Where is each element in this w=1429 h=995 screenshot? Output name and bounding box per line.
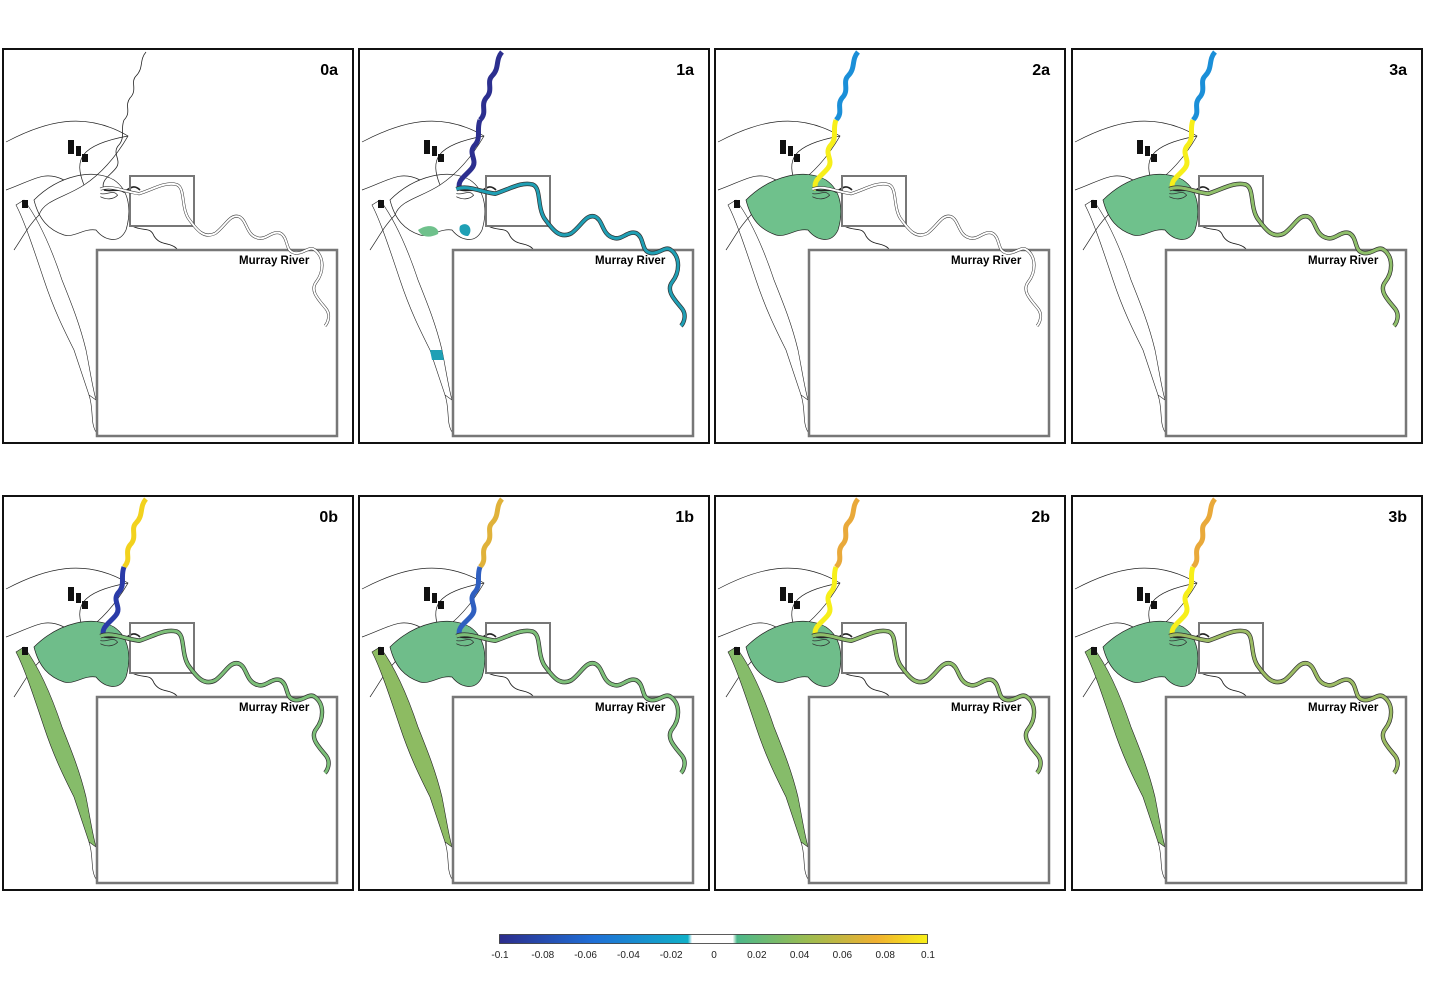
inset-frame bbox=[451, 248, 695, 438]
lake-alexandrina bbox=[33, 620, 130, 687]
lake-alexandrina bbox=[745, 620, 842, 687]
inset-title: Murray River bbox=[1308, 255, 1379, 267]
colorbar-tick-label: 0.04 bbox=[789, 950, 810, 961]
overview-box bbox=[485, 175, 551, 227]
lake-alexandrina bbox=[745, 173, 842, 240]
barrages bbox=[1091, 587, 1157, 655]
panel-label: 2b bbox=[1031, 509, 1050, 526]
colorbar-tick-label: -0.06 bbox=[574, 950, 597, 961]
inset-frame bbox=[95, 695, 339, 885]
inset-frame bbox=[95, 248, 339, 438]
colorbar-tick-label: -0.1 bbox=[491, 950, 509, 961]
lower-river bbox=[1169, 566, 1196, 638]
panel-label: 0b bbox=[319, 509, 338, 526]
inset-title: Murray River bbox=[951, 255, 1022, 267]
overview-box bbox=[485, 622, 551, 674]
colorbar-tick-label: 0.02 bbox=[747, 950, 767, 961]
upper-river bbox=[122, 497, 149, 569]
panel-label: 0a bbox=[320, 62, 338, 79]
overview-box bbox=[129, 622, 195, 674]
inset-title: Murray River bbox=[239, 702, 310, 714]
upper-river bbox=[478, 497, 505, 569]
colorbar-tick-label: 0 bbox=[711, 950, 717, 961]
inset-title: Murray River bbox=[951, 702, 1022, 714]
inset-frame bbox=[807, 248, 1051, 438]
colorbar-tick-label: -0.08 bbox=[531, 950, 555, 961]
lake-alexandrina bbox=[389, 620, 486, 687]
lake-alexandrina bbox=[1102, 620, 1199, 687]
lower-river bbox=[1169, 119, 1196, 191]
panel-label: 1b bbox=[675, 509, 694, 526]
lake-alexandrina bbox=[389, 173, 486, 240]
barrages bbox=[1091, 140, 1157, 208]
inset-frame bbox=[1164, 695, 1408, 885]
lower-river bbox=[812, 566, 839, 638]
overview-box bbox=[129, 175, 195, 227]
upper-river bbox=[123, 51, 147, 121]
coastline bbox=[5, 120, 129, 251]
panel-label: 3b bbox=[1388, 509, 1407, 526]
map-panel-0a: 0a Murray River bbox=[2, 48, 354, 444]
barrages bbox=[734, 587, 800, 655]
lower-river bbox=[456, 119, 483, 191]
map-panel-3b: 3b Murray River bbox=[1071, 495, 1423, 891]
upper-river bbox=[834, 50, 861, 122]
inset-title: Murray River bbox=[239, 255, 310, 267]
inset-title: Murray River bbox=[595, 702, 666, 714]
map-panel-2b: 2b Murray River bbox=[714, 495, 1066, 891]
overview-box bbox=[841, 175, 907, 227]
map-panel-2a: 2a Murray River bbox=[714, 48, 1066, 444]
barrages bbox=[22, 140, 88, 208]
inset-frame bbox=[807, 695, 1051, 885]
colorbar-tick-label: 0.1 bbox=[921, 950, 935, 961]
upper-river bbox=[478, 50, 505, 122]
lower-river bbox=[100, 566, 127, 638]
barrages bbox=[378, 587, 444, 655]
barrages bbox=[378, 140, 444, 208]
lower-river bbox=[102, 119, 125, 191]
map-panel-0b: 0b Murray River bbox=[2, 495, 354, 891]
colorbar bbox=[499, 934, 928, 944]
lower-river bbox=[456, 566, 483, 638]
upper-river bbox=[1191, 497, 1218, 569]
panel-label: 3a bbox=[1389, 62, 1407, 79]
barrages bbox=[22, 587, 88, 655]
overview-box bbox=[841, 622, 907, 674]
upper-river bbox=[1191, 50, 1218, 122]
map-panel-1a: 1a Murray River bbox=[358, 48, 710, 444]
barrages bbox=[734, 140, 800, 208]
coorong-lagoon bbox=[15, 199, 97, 401]
colorbar-tick-label: 0.08 bbox=[875, 950, 895, 961]
lower-river bbox=[812, 119, 839, 191]
colorbar-tick-label: -0.02 bbox=[659, 950, 683, 961]
panel-label: 1a bbox=[676, 62, 694, 79]
panel-label: 2a bbox=[1032, 62, 1050, 79]
lake-alexandrina bbox=[1102, 173, 1199, 240]
coorong-lagoon bbox=[371, 199, 453, 401]
inset-frame bbox=[1164, 248, 1408, 438]
inset-frame bbox=[451, 695, 695, 885]
colorbar-tick-label: 0.06 bbox=[832, 950, 853, 961]
map-panel-1b: 1b Murray River bbox=[358, 495, 710, 891]
upper-river bbox=[834, 497, 861, 569]
inset-title: Murray River bbox=[1308, 702, 1379, 714]
colorbar-tick-label: -0.04 bbox=[616, 950, 640, 961]
lake-alexandrina bbox=[33, 173, 130, 240]
overview-box bbox=[1198, 175, 1264, 227]
map-panel-3a: 3a Murray River bbox=[1071, 48, 1423, 444]
overview-box bbox=[1198, 622, 1264, 674]
inset-title: Murray River bbox=[595, 255, 666, 267]
